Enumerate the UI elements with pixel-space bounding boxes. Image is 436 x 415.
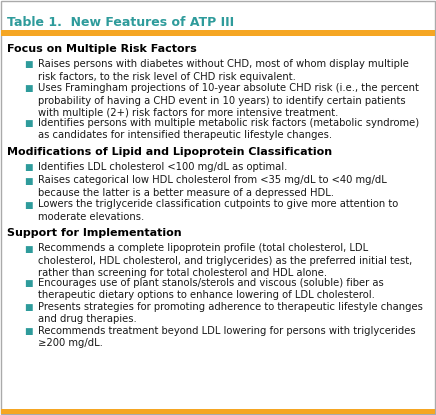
Bar [1,409,435,414]
Text: ■: ■ [24,176,32,186]
Text: Lowers the triglyceride classification cutpoints to give more attention to
moder: Lowers the triglyceride classification c… [38,199,398,222]
Text: Focus on Multiple Risk Factors: Focus on Multiple Risk Factors [7,44,197,54]
Bar [1,30,435,36]
Text: ■: ■ [24,61,32,69]
Text: ■: ■ [24,163,32,172]
Text: ■: ■ [24,279,32,288]
Text: Recommends a complete lipoprotein profile (total cholesterol, LDL
cholesterol, H: Recommends a complete lipoprotein profil… [38,243,412,278]
Text: Identifies LDL cholesterol <100 mg/dL as optimal.: Identifies LDL cholesterol <100 mg/dL as… [38,161,287,171]
Text: Encourages use of plant stanols/sterols and viscous (soluble) fiber as
therapeut: Encourages use of plant stanols/sterols … [38,278,384,300]
Text: ■: ■ [24,303,32,312]
Text: ■: ■ [24,200,32,210]
Text: Presents strategies for promoting adherence to therapeutic lifestyle changes
and: Presents strategies for promoting adhere… [38,302,423,324]
Text: ■: ■ [24,119,32,128]
Text: ■: ■ [24,85,32,93]
Text: ■: ■ [24,244,32,254]
Text: Identifies persons with multiple metabolic risk factors (metabolic syndrome)
as : Identifies persons with multiple metabol… [38,117,419,140]
Text: ■: ■ [24,327,32,336]
Text: Raises categorical low HDL cholesterol from <35 mg/dL to <40 mg/dL
because the l: Raises categorical low HDL cholesterol f… [38,175,387,198]
Text: Support for Implementation: Support for Implementation [7,228,182,238]
Text: Recommends treatment beyond LDL lowering for persons with triglycerides
≥200 mg/: Recommends treatment beyond LDL lowering… [38,325,416,348]
Text: Modifications of Lipid and Lipoprotein Classification: Modifications of Lipid and Lipoprotein C… [7,146,332,156]
Text: Table 1.  New Features of ATP III: Table 1. New Features of ATP III [7,16,234,29]
Text: Raises persons with diabetes without CHD, most of whom display multiple
risk fac: Raises persons with diabetes without CHD… [38,59,409,82]
Text: Uses Framingham projections of 10-year absolute CHD risk (i.e., the percent
prob: Uses Framingham projections of 10-year a… [38,83,419,118]
